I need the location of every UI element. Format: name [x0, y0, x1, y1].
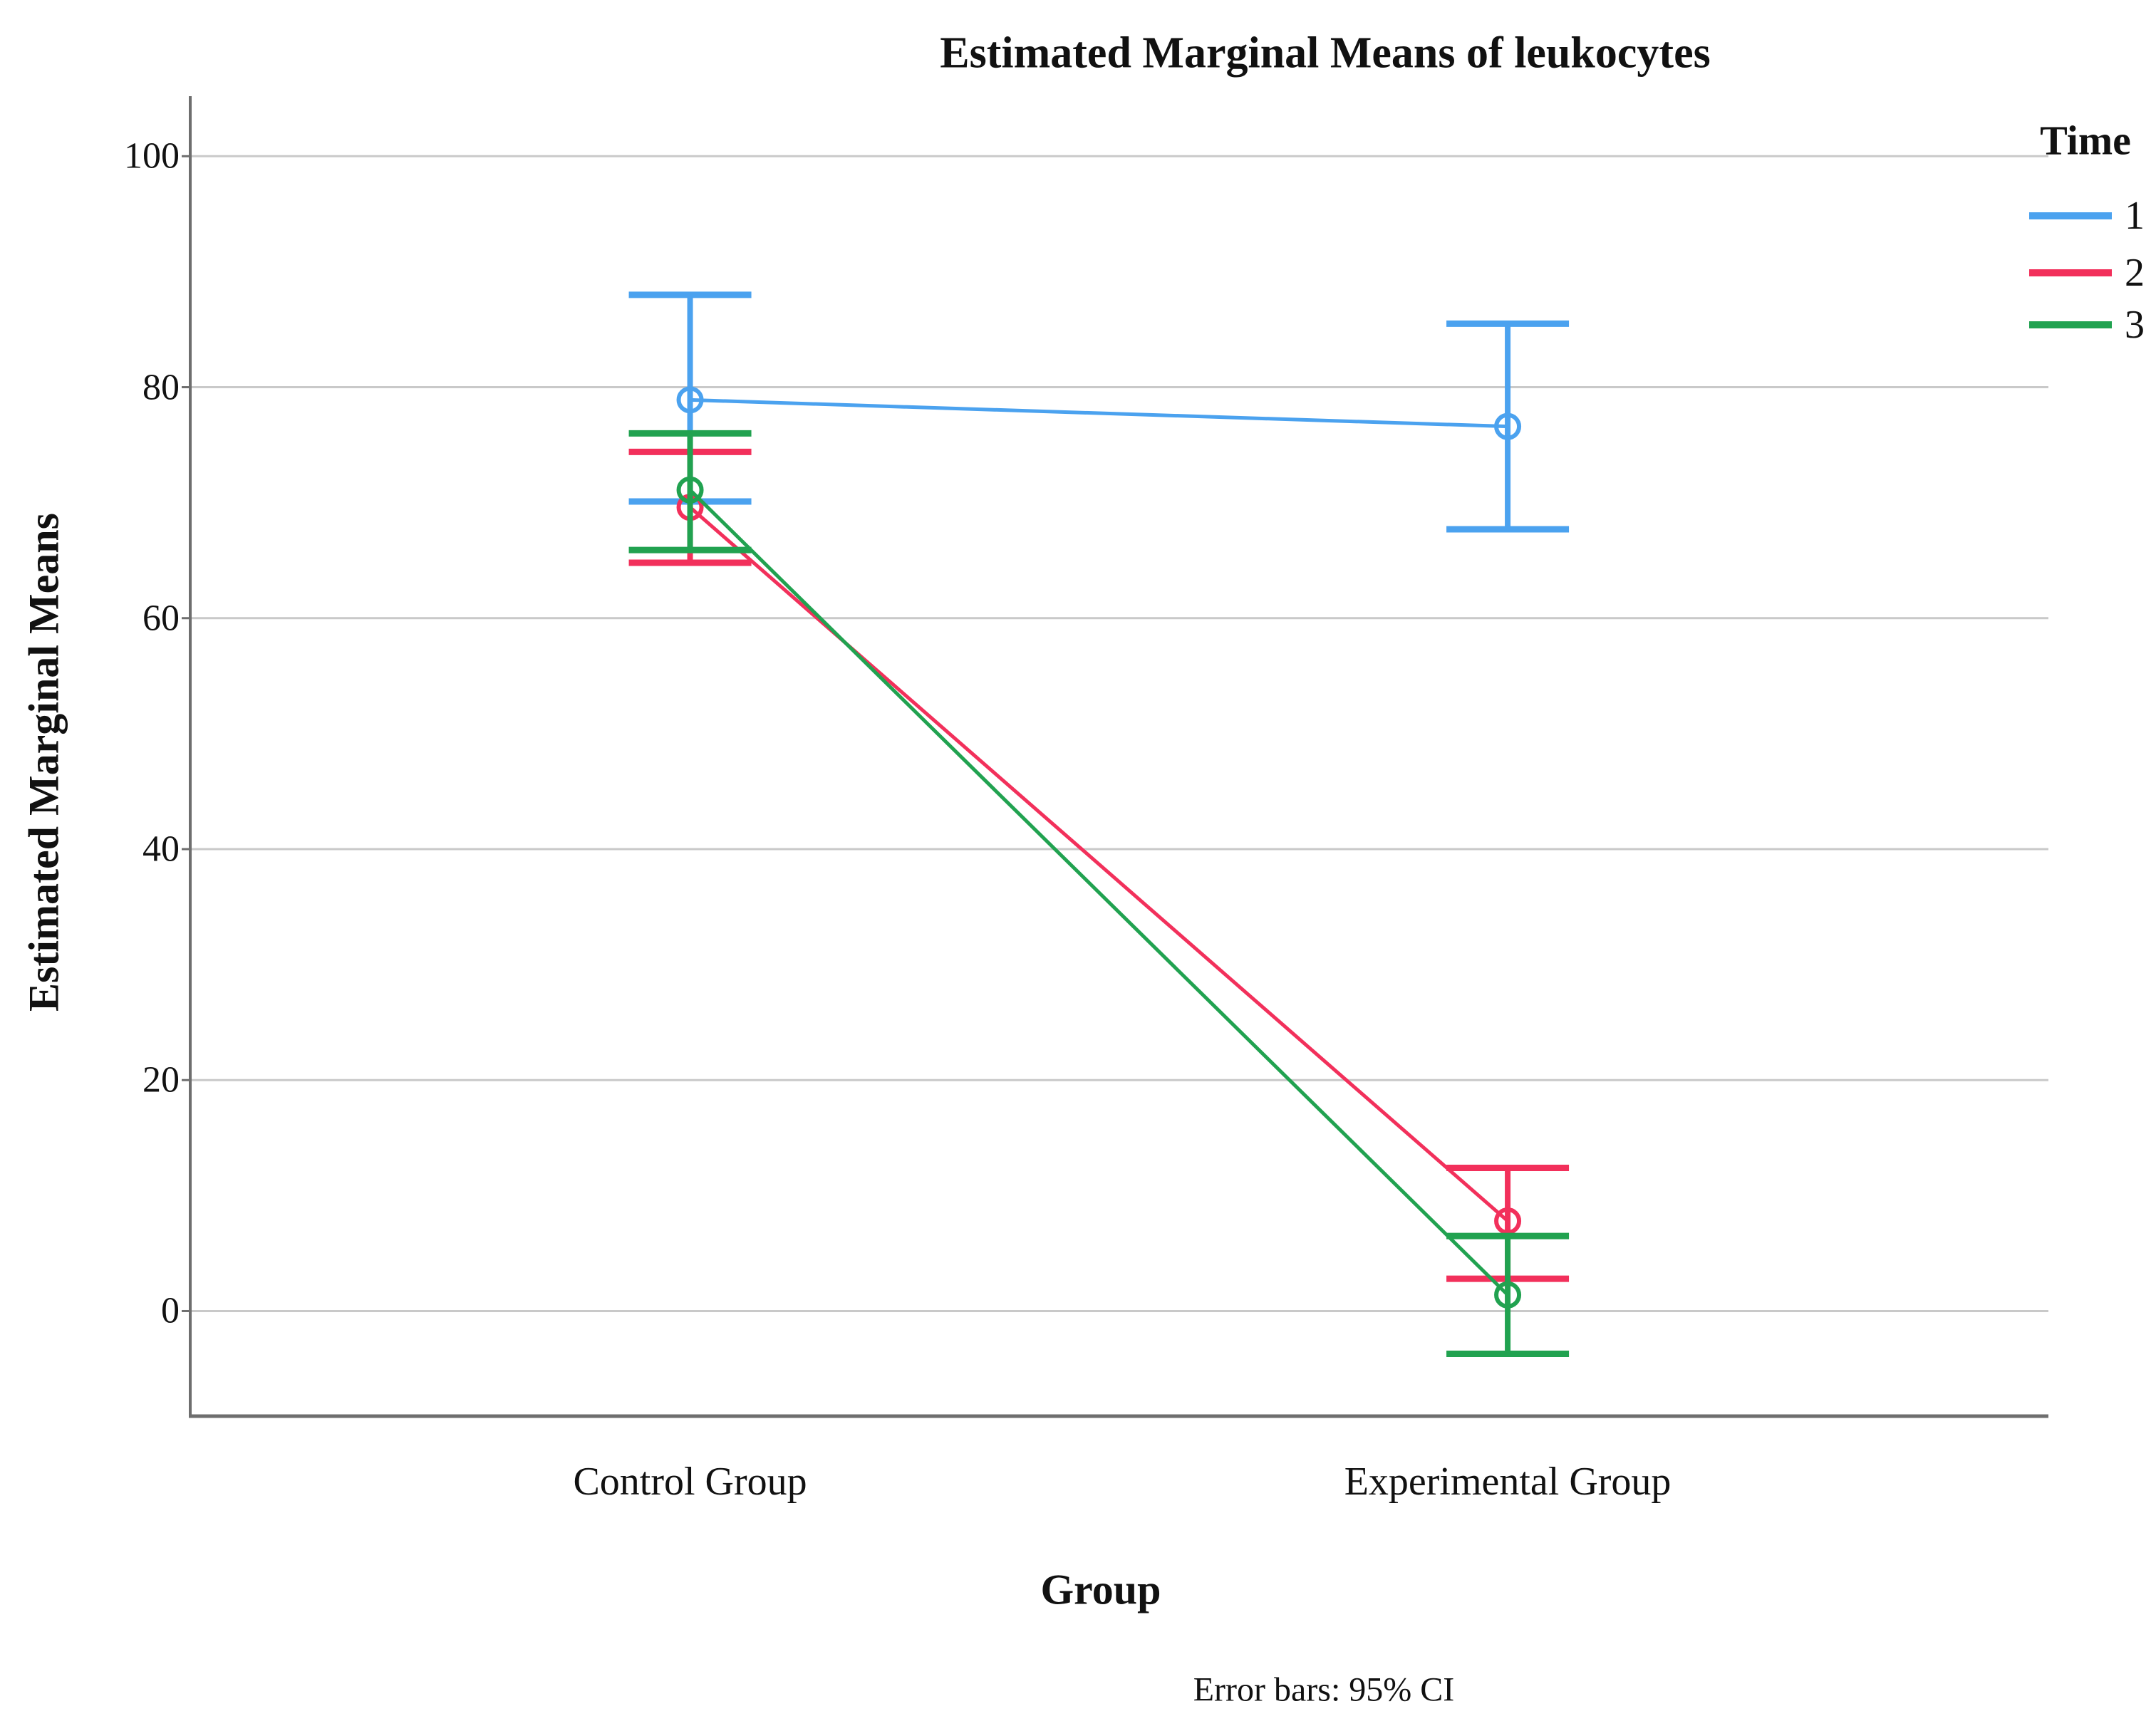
- legend-entry-label: 3: [2125, 303, 2145, 347]
- x-axis-title: Group: [1040, 1566, 1161, 1613]
- legend-swatch: [2029, 321, 2112, 328]
- data-point-marker: [1494, 1281, 1522, 1309]
- legend-entry-label: 2: [2125, 251, 2145, 295]
- y-tick-label: 100: [124, 135, 180, 177]
- x-tick-label: Control Group: [573, 1460, 807, 1504]
- legend-swatch: [2029, 212, 2112, 219]
- data-point-marker: [676, 476, 704, 504]
- y-tick-label: 80: [142, 367, 180, 408]
- x-tick-label: Experimental Group: [1344, 1460, 1672, 1504]
- legend-title: Time: [2040, 117, 2131, 164]
- series-line: [688, 506, 1509, 1222]
- series-line: [690, 397, 1508, 429]
- y-tick-label: 40: [142, 828, 180, 870]
- data-point-marker: [676, 386, 704, 414]
- data-point-marker: [1494, 412, 1522, 440]
- y-tick-label: 20: [142, 1059, 180, 1101]
- series-line: [688, 489, 1509, 1296]
- error-bars-caption: Error bars: 95% CI: [1193, 1670, 1455, 1709]
- data-point-marker: [1494, 1207, 1522, 1235]
- chart-title: Estimated Marginal Means of leukocytes: [940, 28, 1711, 78]
- legend-swatch: [2029, 269, 2112, 276]
- y-tick-label: 0: [161, 1290, 180, 1331]
- legend-entry-label: 1: [2125, 194, 2145, 238]
- y-tick-label: 60: [142, 598, 180, 639]
